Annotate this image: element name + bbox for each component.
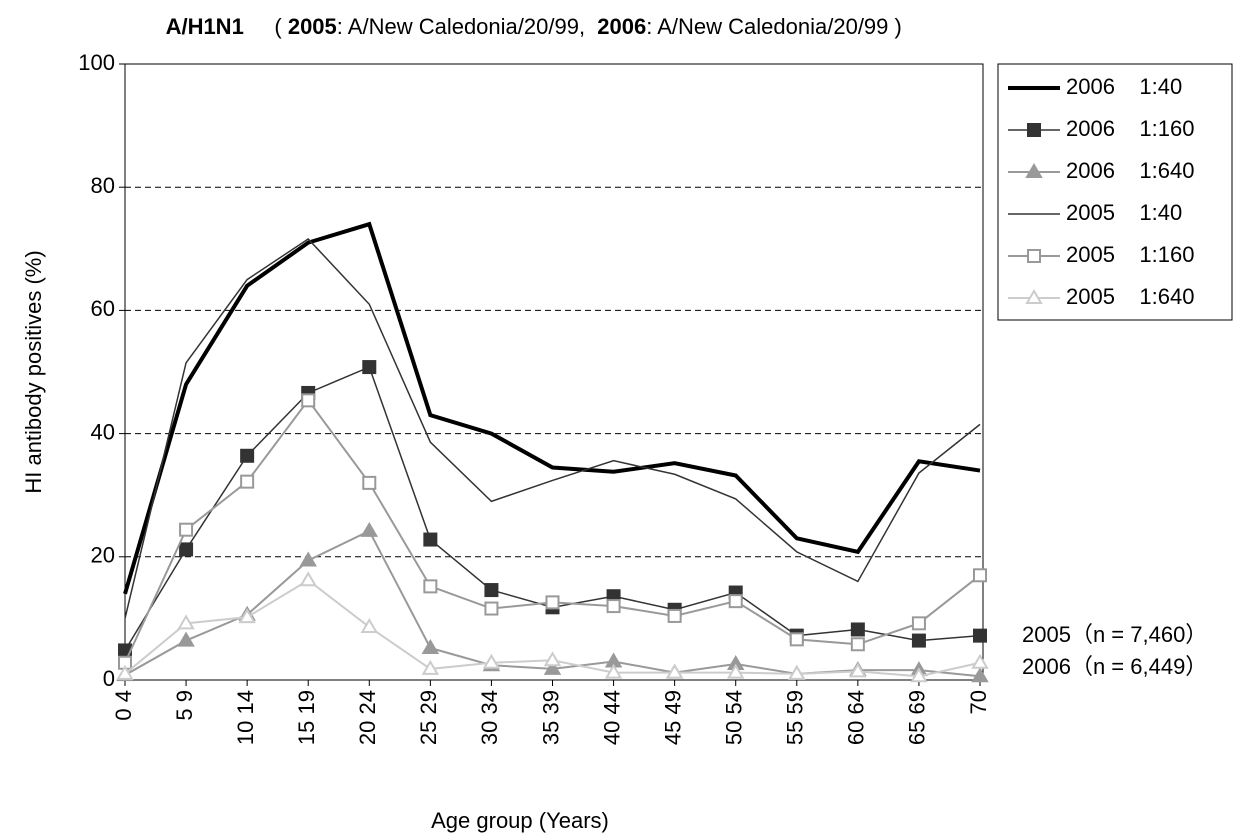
subtitle-close: )	[888, 14, 901, 39]
point	[179, 522, 194, 537]
point	[788, 664, 806, 680]
legend-label: 2006 1:160	[1066, 116, 1194, 141]
y-tick-label: 20	[91, 543, 115, 568]
point	[1025, 163, 1043, 178]
point	[362, 475, 377, 490]
point	[973, 568, 987, 583]
point	[543, 651, 562, 667]
x-axis-label: Age group (Years)	[431, 808, 609, 833]
point	[971, 653, 989, 669]
subtitle-year: 2006	[597, 14, 646, 39]
point	[116, 664, 134, 680]
point	[1027, 123, 1041, 137]
point	[240, 474, 255, 489]
y-axis-label: HI antibody positives (%)	[21, 250, 46, 493]
point	[299, 571, 317, 587]
point	[726, 663, 745, 679]
point	[177, 614, 195, 630]
legend-label: 2005 1:640	[1066, 284, 1194, 309]
legend-label: 2006 1:40	[1066, 74, 1182, 99]
point	[667, 608, 682, 623]
point	[604, 663, 623, 679]
point	[850, 622, 865, 637]
point	[1027, 249, 1041, 263]
x-tick-label: 60 64	[844, 690, 869, 745]
point	[911, 616, 926, 631]
point	[301, 393, 316, 408]
x-tick-label: 35 39	[538, 690, 563, 745]
legend-box	[997, 63, 1233, 321]
x-tick-label: 50 54	[722, 690, 747, 745]
point	[484, 601, 499, 616]
point	[728, 594, 743, 609]
y-tick-label: 0	[103, 666, 115, 691]
y-tick-label: 60	[91, 296, 115, 321]
x-tick-label: 30 34	[477, 690, 502, 745]
x-tick-label: 20 24	[355, 690, 380, 745]
x-tick-label: 45 49	[660, 690, 685, 745]
x-tick-label: 5 9	[172, 690, 197, 721]
point	[240, 448, 255, 463]
point	[177, 631, 195, 647]
point	[789, 632, 804, 647]
point	[362, 360, 377, 375]
legend-label: 2005 1:40	[1066, 200, 1182, 225]
point	[238, 608, 256, 624]
point	[360, 618, 379, 634]
chart-title: A/H1N1	[166, 14, 244, 39]
x-tick-label: 25 29	[416, 690, 441, 745]
annotation: 2006（n = 6,449）	[1022, 654, 1207, 679]
x-tick-label: 40 44	[599, 690, 624, 745]
point	[421, 638, 440, 654]
point	[299, 551, 317, 567]
point	[484, 583, 499, 598]
point	[850, 637, 865, 652]
series-line	[123, 221, 981, 595]
subtitle-strain: : A/New Caledonia/20/99	[646, 14, 888, 39]
x-tick-label: 65 69	[905, 690, 930, 745]
point	[179, 542, 194, 557]
x-tick-label: 0 4	[111, 690, 136, 721]
x-tick-label: 10 14	[233, 690, 258, 745]
point	[482, 653, 501, 669]
point	[910, 667, 928, 683]
y-tick-label: 40	[91, 419, 115, 444]
series-line	[124, 237, 981, 619]
chart-title-group: A/H1N1 ( 2005: A/New Caledonia/20/99, 20…	[135, 14, 920, 39]
legend-label: 2005 1:160	[1066, 242, 1194, 267]
point	[423, 579, 438, 594]
subtitle-year: 2005	[288, 14, 337, 39]
subtitle-open: (	[274, 14, 287, 39]
point	[423, 532, 438, 547]
point	[606, 599, 621, 614]
y-tick-label: 100	[78, 50, 115, 75]
point	[360, 521, 379, 537]
point	[1025, 289, 1043, 304]
x-tick-label: 15 19	[294, 690, 319, 745]
point	[665, 663, 684, 679]
legend-label: 2006 1:640	[1066, 158, 1194, 183]
point	[911, 633, 926, 648]
x-tick-label: 70	[966, 690, 991, 714]
subtitle-strain: : A/New Caledonia/20/99,	[337, 14, 598, 39]
point	[543, 659, 562, 675]
point	[973, 628, 987, 643]
point	[971, 667, 989, 683]
x-tick-label: 55 59	[783, 690, 808, 745]
y-tick-label: 80	[91, 173, 115, 198]
point	[849, 662, 867, 678]
plot-frame	[124, 63, 984, 681]
annotation: 2005（n = 7,460）	[1022, 622, 1207, 647]
point	[545, 595, 560, 610]
point	[421, 659, 440, 675]
